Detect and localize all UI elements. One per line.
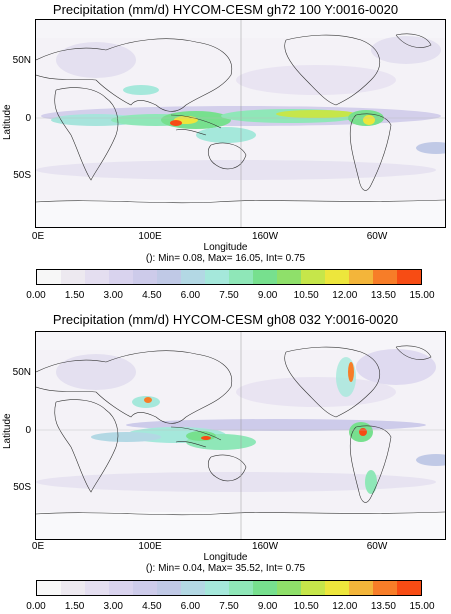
- panel-2-map-svg: [36, 332, 445, 539]
- colorbar-swatch: [397, 581, 421, 595]
- colorbar-swatch: [85, 270, 109, 284]
- colorbar-swatch: [325, 581, 349, 595]
- colorbar-label: 6.00: [180, 601, 201, 612]
- colorbar-swatch: [373, 270, 397, 284]
- colorbar-label: 10.50: [293, 290, 319, 301]
- colorbar-swatch: [253, 270, 277, 284]
- panel-1-map-svg: [36, 20, 445, 227]
- colorbar-label: 15.00: [409, 601, 435, 612]
- panel-2-ytick-50n: 50N: [12, 367, 31, 378]
- colorbar-label: 12.00: [332, 601, 358, 612]
- panel-1-xlabel: Longitude: [203, 242, 248, 253]
- map-panel-2: Precipitation (mm/d) HYCOM-CESM gh08 032…: [0, 309, 451, 614]
- colorbar-swatch: [205, 581, 229, 595]
- colorbar-label: 13.50: [370, 601, 396, 612]
- coastlines: [36, 33, 445, 204]
- colorbar-label: 4.50: [142, 290, 162, 301]
- panel-2-xtick-160w: 160W: [251, 541, 279, 552]
- panel-1-xtick-100e: 100E: [138, 231, 162, 242]
- colorbar-swatch: [277, 581, 301, 595]
- colorbar-swatch: [349, 270, 373, 284]
- colorbar-label: 7.50: [219, 601, 239, 612]
- colorbar-swatch: [37, 270, 61, 284]
- colorbar-label: 9.00: [257, 290, 278, 301]
- precip-field: [36, 332, 445, 539]
- colorbar-swatch: [349, 581, 373, 595]
- colorbar-swatch: [325, 270, 349, 284]
- colorbar-label: 15.00: [409, 290, 435, 301]
- panel-2-stats: (): Min= 0.04, Max= 35.52, Int= 0.75: [145, 563, 306, 574]
- panel-1-title: Precipitation (mm/d) HYCOM-CESM gh72 100…: [52, 2, 399, 17]
- colorbar-swatch: [397, 270, 421, 284]
- colorbar-swatch: [61, 270, 85, 284]
- colorbar-swatch: [133, 270, 157, 284]
- colorbar-swatch: [157, 581, 181, 595]
- colorbar-swatch: [133, 581, 157, 595]
- colorbar-label: 1.50: [64, 290, 85, 301]
- panel-2-title: Precipitation (mm/d) HYCOM-CESM gh08 032…: [52, 312, 399, 327]
- colorbar-swatch: [181, 581, 205, 595]
- colorbar-label: 1.50: [64, 601, 85, 612]
- panel-1-ytick-0: 0: [25, 113, 31, 124]
- colorbar-swatch: [109, 270, 133, 284]
- map-panel-1: Precipitation (mm/d) HYCOM-CESM gh72 100…: [2, 2, 446, 301]
- colorbar-swatch: [157, 270, 181, 284]
- panel-2-colorbar: [36, 580, 422, 596]
- colorbar-label: 12.00: [332, 290, 358, 301]
- panel-1-colorbar: [36, 269, 422, 285]
- panel-2-xlabel: Longitude: [203, 552, 248, 563]
- panel-1-ytick-50s: 50S: [13, 170, 31, 181]
- colorbar-swatch: [229, 581, 253, 595]
- panel-2-ytick-50s: 50S: [13, 482, 31, 493]
- panel-2-xtick-100e: 100E: [138, 541, 162, 552]
- colorbar-label: 3.00: [103, 601, 123, 612]
- panel-1-xtick-160w: 160W: [251, 231, 279, 242]
- panel-2-xtick-0e: 0E: [31, 541, 45, 552]
- panel-1-ytick-50n: 50N: [12, 55, 31, 66]
- colorbar-swatch: [109, 581, 133, 595]
- panel-2-ytick-0: 0: [25, 425, 31, 436]
- panel-2-map: [35, 331, 446, 540]
- colorbar-swatch: [181, 270, 205, 284]
- colorbar-swatch: [373, 581, 397, 595]
- colorbar-swatch: [205, 270, 229, 284]
- colorbar-swatch: [85, 581, 109, 595]
- colorbar-swatch: [253, 581, 277, 595]
- colorbar-label: 13.50: [370, 290, 396, 301]
- panel-1-xtick-0e: 0E: [31, 231, 45, 242]
- colorbar-label: 6.00: [180, 290, 201, 301]
- colorbar-swatch: [277, 270, 301, 284]
- colorbar-label: 0.00: [26, 290, 46, 301]
- coastlines: [36, 345, 445, 516]
- colorbar-label: 10.50: [293, 601, 319, 612]
- precip-field: [36, 20, 445, 227]
- colorbar-swatch: [61, 581, 85, 595]
- colorbar-swatch: [301, 270, 325, 284]
- colorbar-label: 0.00: [26, 601, 46, 612]
- colorbar-swatch: [301, 581, 325, 595]
- panel-2-xtick-60w: 60W: [366, 541, 388, 552]
- colorbar-label: 3.00: [103, 290, 123, 301]
- panel-1-stats: (): Min= 0.08, Max= 16.05, Int= 0.75: [145, 253, 306, 264]
- colorbar-label: 7.50: [219, 290, 239, 301]
- colorbar-label: 9.00: [257, 601, 278, 612]
- colorbar-swatch: [37, 581, 61, 595]
- colorbar-label: 4.50: [142, 601, 162, 612]
- colorbar-swatch: [229, 270, 253, 284]
- panel-1-map: [35, 19, 446, 228]
- panel-1-xtick-60w: 60W: [366, 231, 388, 242]
